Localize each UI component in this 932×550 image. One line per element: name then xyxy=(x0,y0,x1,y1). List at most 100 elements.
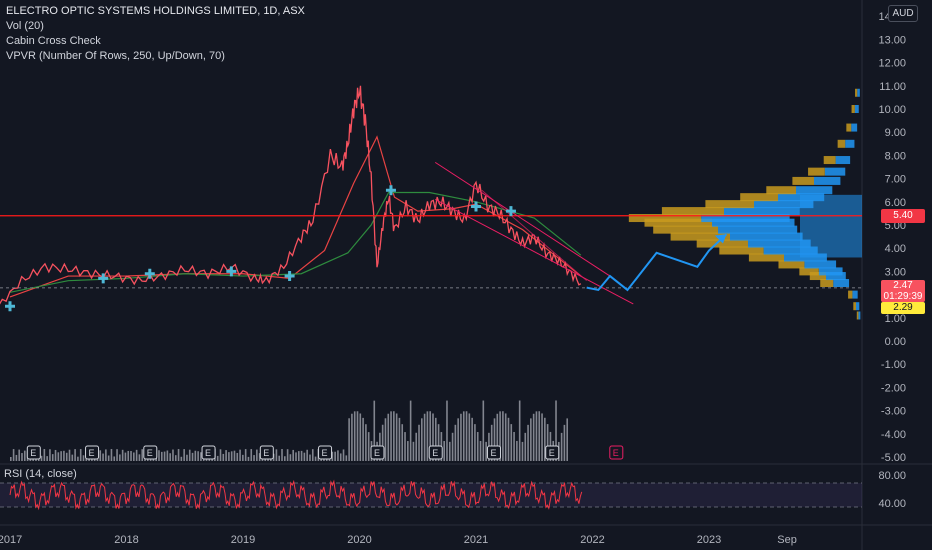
vpvr-up-bar xyxy=(854,105,859,113)
volume-bar xyxy=(295,452,297,461)
rsi-indicator-label[interactable]: RSI (14, close) xyxy=(4,468,77,480)
volume-bar xyxy=(309,454,311,461)
volume-bar xyxy=(404,432,406,461)
vpvr-down-bar xyxy=(628,214,702,223)
vpvr-down-bar xyxy=(792,176,814,185)
volume-bar xyxy=(40,455,43,461)
earnings-marker xyxy=(486,445,501,460)
vpvr-up-bar xyxy=(712,218,795,227)
volume-bar xyxy=(247,456,250,461)
vpvr-down-bar xyxy=(719,246,764,255)
volume-bar xyxy=(57,452,60,461)
horizontal-line-price-tag: 5.40 xyxy=(881,209,925,223)
earnings-marker xyxy=(370,445,385,460)
volume-bar xyxy=(516,440,518,461)
volume-bar xyxy=(113,456,116,461)
price-axis-tick: 10.00 xyxy=(878,104,906,116)
volume-bar xyxy=(116,449,118,461)
volume-bar xyxy=(281,449,283,461)
volume-bar xyxy=(434,417,437,461)
vpvr-down-bar xyxy=(848,290,853,299)
volume-bar xyxy=(169,453,171,461)
vpvr-up-bar xyxy=(856,302,860,311)
signal-cross-marker xyxy=(5,301,15,312)
price-axis-tick: 13.00 xyxy=(878,34,906,46)
vpvr-up-bar xyxy=(835,156,851,165)
volume-bar xyxy=(474,424,476,461)
volume-bar xyxy=(412,441,415,461)
volume-bar xyxy=(284,456,286,461)
volume-bar xyxy=(390,411,392,461)
volume-bar xyxy=(119,454,121,461)
volume-bar xyxy=(339,453,342,461)
volume-bar xyxy=(102,453,104,461)
vpvr-up-bar xyxy=(857,88,860,97)
volume-bar xyxy=(110,449,113,461)
volume-bar xyxy=(538,411,541,461)
vpvr-down-bar xyxy=(851,105,855,113)
vpvr-down-bar xyxy=(661,207,724,216)
volume-bar xyxy=(426,411,429,461)
volume-bar xyxy=(242,454,244,461)
volume-bar xyxy=(421,418,423,461)
volume-bar xyxy=(342,449,345,461)
earnings-marker xyxy=(318,445,333,460)
volume-bar xyxy=(43,449,46,461)
vpvr-down-bar xyxy=(670,232,730,241)
volume-bar xyxy=(135,449,138,461)
volume-bar xyxy=(230,451,233,461)
volume-bar xyxy=(253,455,255,461)
earnings-marker xyxy=(201,445,216,460)
volume-bar xyxy=(518,400,521,461)
earnings-marker xyxy=(26,445,41,460)
volume-bar xyxy=(362,417,364,461)
last-price-tag: 2.47 01:29:39 xyxy=(881,280,925,302)
vpvr-down-bar xyxy=(823,156,836,165)
cabin-indicator-label[interactable]: Cabin Cross Check xyxy=(6,35,101,47)
volume-bar xyxy=(303,452,306,461)
earnings-marker xyxy=(85,445,100,460)
time-axis-tick: 2019 xyxy=(231,534,255,546)
volume-bar xyxy=(499,411,501,461)
price-axis-tick: -2.00 xyxy=(881,382,906,394)
time-axis-tick: 2017 xyxy=(0,534,22,546)
time-axis-tick: 2023 xyxy=(697,534,721,546)
symbol-title[interactable]: ELECTRO OPTIC SYSTEMS HOLDINGS LIMITED, … xyxy=(6,5,305,17)
volume-bar xyxy=(387,413,390,461)
volume-bar xyxy=(437,424,440,461)
vpvr-indicator-label[interactable]: VPVR (Number Of Rows, 250, Up/Down, 70) xyxy=(6,50,225,62)
volume-bar xyxy=(105,449,107,461)
volume-bar xyxy=(46,456,48,461)
volume-bar xyxy=(555,400,557,461)
upcoming-earnings-label: E xyxy=(613,448,619,458)
channel-upper-line xyxy=(434,161,611,277)
currency-button[interactable]: AUD xyxy=(888,5,918,22)
vpvr-up-bar xyxy=(818,267,843,276)
volume-bar xyxy=(250,449,253,461)
projection-path xyxy=(586,233,728,292)
price-axis-tick: 11.00 xyxy=(879,81,906,93)
vpvr-down-bar xyxy=(778,260,805,269)
volume-bar xyxy=(121,449,124,461)
volume-bar xyxy=(482,400,485,461)
volume-indicator-label[interactable]: Vol (20) xyxy=(6,20,44,32)
time-axis-tick: 2018 xyxy=(114,534,138,546)
volume-bar xyxy=(451,432,454,461)
volume-bar xyxy=(541,413,543,461)
volume-bar xyxy=(177,449,180,461)
price-axis-tick: -1.00 xyxy=(881,359,906,371)
volume-bar xyxy=(158,450,160,461)
vpvr-up-bar xyxy=(796,186,833,195)
volume-bar xyxy=(462,411,465,461)
earnings-marker-label: E xyxy=(263,448,269,458)
volume-bar xyxy=(476,432,479,461)
price-axis-tick: 0.00 xyxy=(885,336,906,348)
volume-bar xyxy=(465,411,468,461)
earnings-marker xyxy=(259,445,274,460)
volume-bar xyxy=(82,455,85,461)
volume-bar xyxy=(351,413,353,461)
vpvr-up-bar xyxy=(748,239,811,248)
volume-bar xyxy=(124,452,127,461)
volume-bar xyxy=(183,449,185,461)
